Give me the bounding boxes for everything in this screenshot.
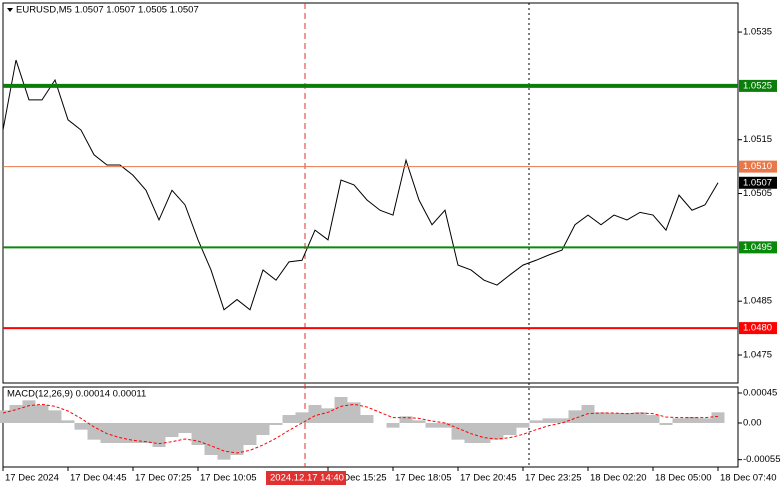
x-tick-label: 17 Dec 10:05 [200, 473, 257, 484]
macd-bar [243, 423, 257, 445]
macd-bar [308, 405, 322, 423]
macd-bar [490, 423, 504, 440]
macd-bar [61, 420, 75, 423]
macd-bar [659, 423, 673, 425]
last-price-box [739, 176, 777, 189]
y-tick-label: 0.00045 [743, 388, 777, 399]
macd-bar [295, 412, 309, 423]
macd-bar [22, 400, 36, 423]
macd-bar [178, 423, 192, 433]
macd-bar [230, 423, 244, 455]
macd-bar [269, 423, 283, 425]
macd-bar [685, 417, 699, 423]
macd-bar [165, 423, 179, 437]
crosshair-label: 2024.12.17 14:40 [270, 473, 344, 484]
macd-bar [555, 418, 569, 423]
x-tick-label: 17 Dec 20:45 [460, 473, 517, 484]
level-price-label: 1.0510 [743, 161, 772, 172]
macd-bar [672, 418, 686, 423]
macd-bar [698, 418, 712, 423]
macd-bar [503, 423, 517, 435]
macd-bar [594, 412, 608, 423]
y-tick-label: 1.0475 [743, 350, 772, 361]
macd-bar [425, 423, 439, 428]
macd-bar [35, 405, 49, 423]
macd-bar [633, 412, 647, 423]
y-tick-label: 0.00 [743, 418, 762, 429]
x-tick-label: 18 Dec 02:20 [590, 473, 647, 484]
macd-bar [516, 423, 530, 428]
macd-bar [126, 423, 140, 443]
chart-title: EURUSD,M5 1.0507 1.0507 1.0505 1.0507 [16, 5, 199, 16]
macd-bar [282, 415, 296, 423]
y-tick-label: 1.0485 [743, 296, 772, 307]
x-tick-label: 17 Dec 2024 [5, 473, 59, 484]
macd-bar [204, 423, 218, 455]
macd-bar [321, 408, 335, 423]
last-price-label: 1.0507 [743, 177, 772, 188]
macd-bar [347, 402, 361, 423]
level-price-label: 1.0480 [743, 323, 772, 334]
macd-bar [646, 415, 660, 423]
macd-bar [607, 413, 621, 423]
macd-bar [412, 420, 426, 423]
level-price-box [739, 241, 777, 254]
macd-bar [386, 423, 400, 428]
level-price-box [739, 160, 777, 173]
menu-icon [7, 8, 13, 12]
level-price-label: 1.0525 [743, 80, 772, 91]
x-tick-label: 18 Dec 05:00 [655, 473, 712, 484]
y-tick-label: 1.0535 [743, 27, 772, 38]
macd-bar [464, 423, 478, 443]
price-frame [2, 2, 739, 384]
macd-bar [477, 423, 491, 443]
macd-bar [360, 415, 374, 423]
x-tick-label: 17 Dec 04:45 [70, 473, 127, 484]
y-tick-label: 1.0505 [743, 188, 772, 199]
y-tick-label: -0.00055 [743, 454, 781, 465]
macd-bar [191, 423, 205, 445]
macd-bar [711, 412, 725, 423]
macd-bar [529, 420, 543, 423]
x-tick-label: 17 Dec 07:25 [135, 473, 192, 484]
macd-title: MACD(12,26,9) 0.00014 0.00011 [7, 389, 146, 400]
macd-bar [542, 418, 556, 423]
macd-bar [74, 423, 88, 430]
level-price-box [739, 322, 777, 335]
macd-bar [217, 423, 231, 460]
macd-bar [568, 410, 582, 423]
signal-line [2, 403, 719, 454]
macd-bar [256, 423, 270, 435]
y-tick-label: 1.0515 [743, 134, 772, 145]
x-tick-label: 18 Dec 07:40 [720, 473, 777, 484]
macd-bar [451, 423, 465, 440]
macd-bar [438, 423, 452, 428]
macd-bar [100, 423, 114, 443]
macd-bar [152, 423, 166, 447]
macd-bar [399, 416, 413, 423]
macd-bar [0, 410, 10, 423]
macd-bar [334, 397, 348, 423]
macd-frame [2, 386, 739, 468]
macd-bar [87, 423, 101, 440]
level-price-box [739, 79, 777, 92]
macd-bar [113, 423, 127, 443]
macd-bar [620, 413, 634, 423]
macd-bar [9, 405, 23, 423]
x-tick-label: 17 Dec 18:05 [395, 473, 452, 484]
level-price-label: 1.0495 [743, 242, 772, 253]
x-tick-label: 17 Dec 15:25 [330, 473, 387, 484]
macd-bar [48, 410, 62, 423]
macd-bar [139, 423, 153, 443]
x-tick-label: 17 Dec 23:25 [525, 473, 582, 484]
crosshair-label-box [266, 471, 346, 485]
